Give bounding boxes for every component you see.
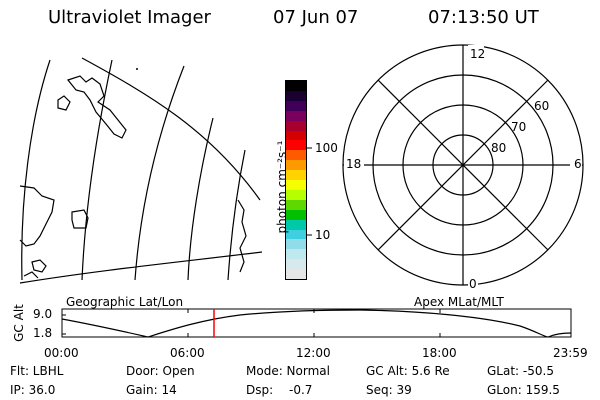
colorbar-band xyxy=(286,81,306,91)
altitude-xtick-0600: 06:00 xyxy=(170,346,205,360)
coastline xyxy=(23,271,39,279)
param-gc-alt: GC Alt: 5.6 Re xyxy=(366,364,450,378)
altitude-ylabel: GC Alt xyxy=(12,304,26,342)
polar-diagonal xyxy=(377,79,549,251)
colorbar-band xyxy=(286,229,306,240)
map-grid-line xyxy=(187,117,214,281)
colorbar-tick-10: 10 xyxy=(315,228,331,242)
param-filter: Flt: LBHL xyxy=(10,364,64,378)
colorbar-band xyxy=(286,189,306,200)
altitude-xtick-1200: 12:00 xyxy=(296,346,331,360)
polar-panel-label: Apex MLat/MLT xyxy=(414,295,504,309)
coastline xyxy=(57,95,71,111)
lat-label-60: 60 xyxy=(534,99,550,113)
altitude-curve xyxy=(61,309,572,338)
coastline xyxy=(66,75,127,139)
param-seq: Seq: 39 xyxy=(366,383,412,397)
coastline xyxy=(71,209,89,229)
colorbar-band xyxy=(286,150,306,161)
map-grid-line xyxy=(134,65,185,281)
param-dsp-value: -0.7 xyxy=(289,383,313,397)
colorbar-band xyxy=(286,249,306,260)
param-glon: GLon: 159.5 xyxy=(487,383,560,397)
time-label: 07:13:50 UT xyxy=(428,7,539,28)
colorbar-band xyxy=(286,140,306,151)
param-gain: Gain: 14 xyxy=(126,383,177,397)
colorbar-band xyxy=(286,180,306,190)
map-grid-line xyxy=(81,59,113,281)
colorbar-band xyxy=(286,110,306,121)
colorbar-band xyxy=(286,160,306,171)
lat-label-70: 70 xyxy=(511,120,527,134)
altitude-xtick-1800: 18:00 xyxy=(422,346,457,360)
colorbar-band xyxy=(286,269,306,279)
mlt-label-12: 12 xyxy=(470,47,486,61)
colorbar-band xyxy=(286,100,306,111)
altitude-plot-frame xyxy=(61,308,572,338)
colorbar-band xyxy=(286,130,306,141)
param-ip: IP: 36.0 xyxy=(10,383,56,397)
param-mode: Mode: Normal xyxy=(246,364,330,378)
colorbar-band xyxy=(286,219,306,230)
coastline xyxy=(19,185,55,247)
param-glat: GLat: -50.5 xyxy=(487,364,554,378)
map-grid-line xyxy=(227,149,246,281)
param-dsp-label: Dsp: xyxy=(246,383,274,397)
altitude-xtick-0000: 00:00 xyxy=(44,346,79,360)
colorbar-band xyxy=(286,90,306,101)
date-label: 07 Jun 07 xyxy=(273,7,359,28)
coastline xyxy=(31,259,47,273)
mlt-label-6: 6 xyxy=(574,157,582,171)
param-door: Door: Open xyxy=(126,364,195,378)
altitude-xtick-2359: 23:59 xyxy=(553,346,588,360)
map-point xyxy=(136,68,138,70)
colorbar-band xyxy=(286,199,306,210)
map-grid-line xyxy=(21,59,51,281)
colorbar-band xyxy=(286,239,306,250)
instrument-title: Ultraviolet Imager xyxy=(48,7,211,28)
colorbar-band xyxy=(286,120,306,131)
map-grid-line xyxy=(19,251,263,284)
map-panel-label: Geographic Lat/Lon xyxy=(66,295,184,309)
altitude-ytick-1-8: 1.8 xyxy=(33,326,53,340)
colorbar-band xyxy=(286,170,306,180)
mlt-label-18: 18 xyxy=(346,157,362,171)
colorbar-band xyxy=(286,209,306,220)
mlt-label-0: 0 xyxy=(469,277,477,291)
altitude-ytick-9: 9.0 xyxy=(33,307,53,321)
lat-label-80: 80 xyxy=(491,141,507,155)
colorbar xyxy=(285,80,307,280)
map-grid-line xyxy=(81,57,261,201)
colorbar-tick-100: 100 xyxy=(315,141,338,155)
coastline xyxy=(237,199,247,273)
colorbar-band xyxy=(286,259,306,270)
